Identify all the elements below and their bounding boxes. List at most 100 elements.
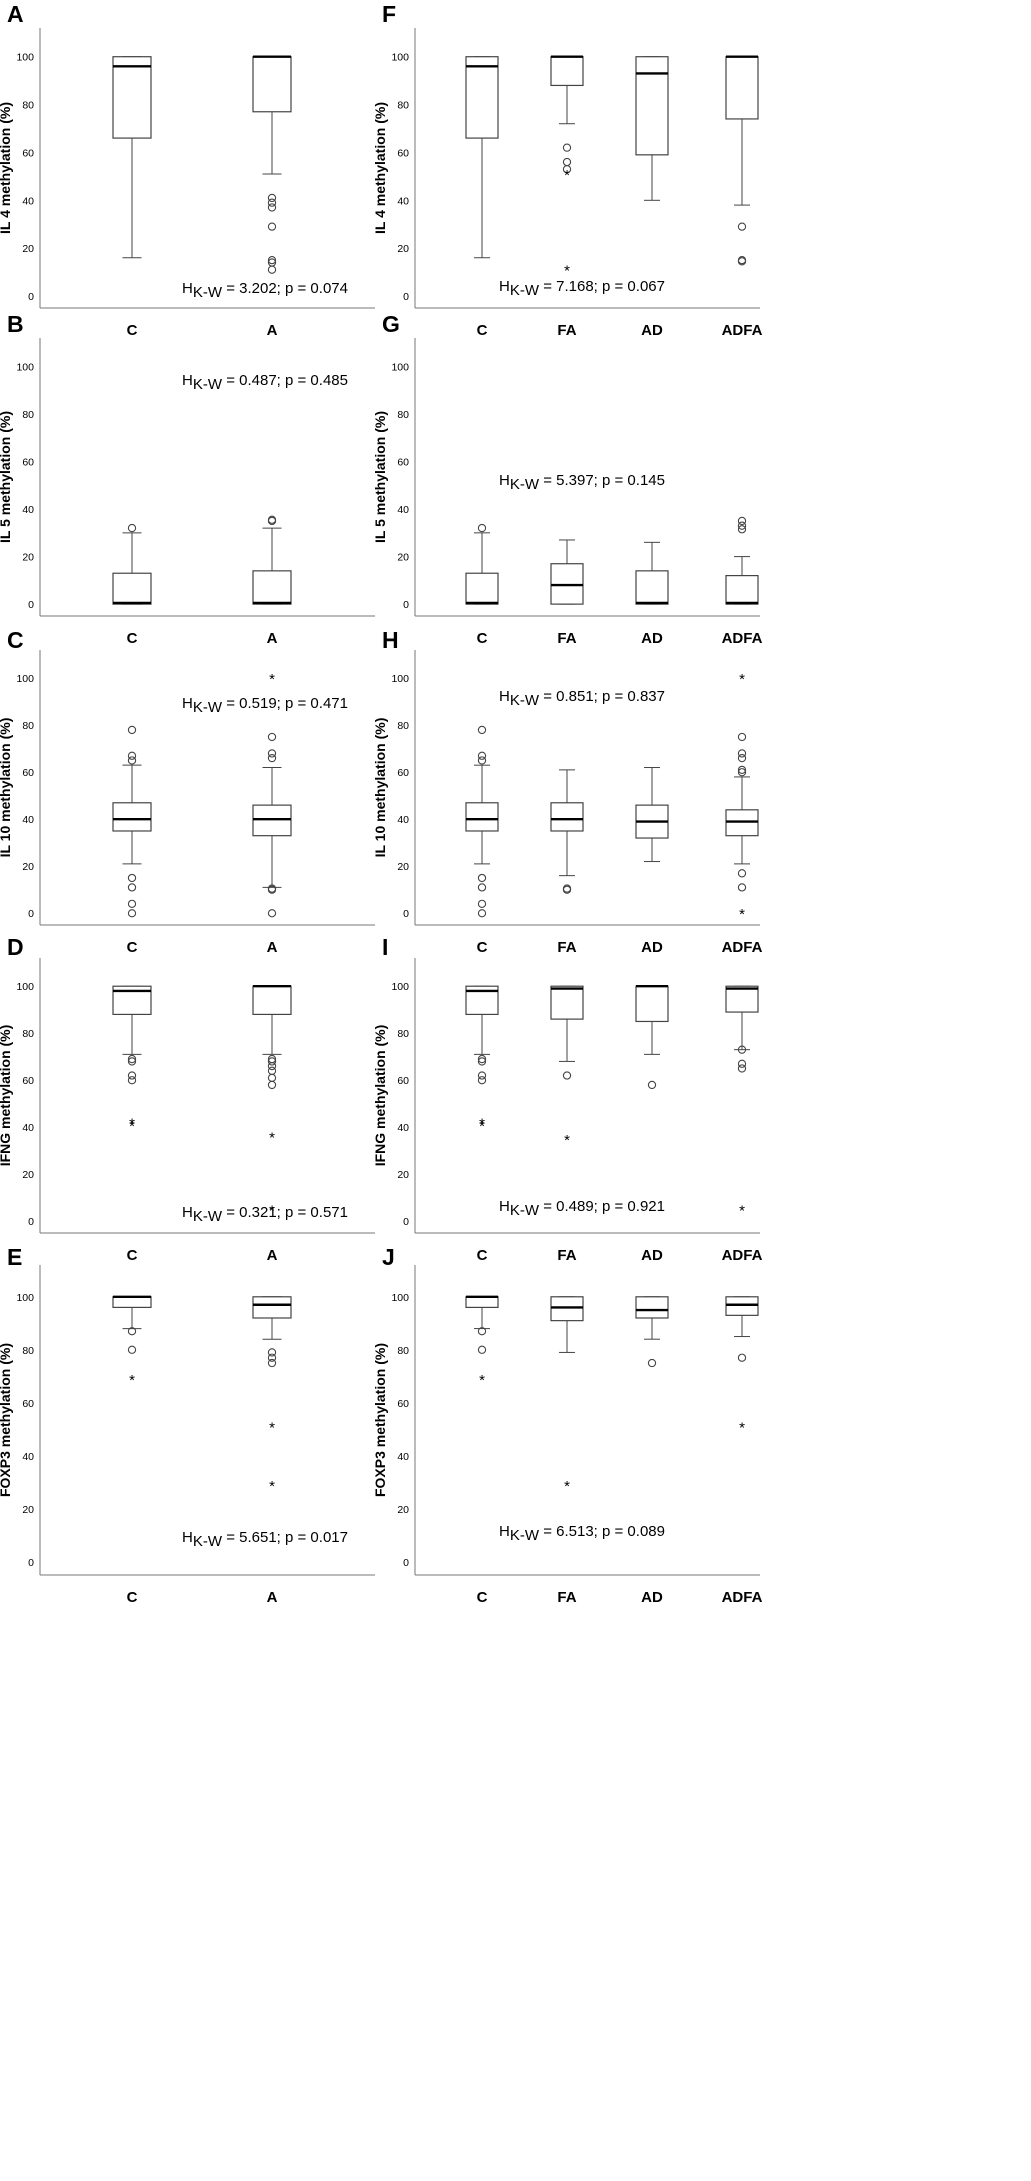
category-label: ADFA [722, 1589, 763, 1606]
category-label: C [477, 322, 488, 339]
extreme-point: * [479, 1118, 485, 1135]
stat-annotation: HK-W = 5.397; p = 0.145 [499, 472, 665, 493]
outlier-point [477, 1057, 487, 1066]
category-label: AD [641, 1589, 663, 1606]
y-tick-label: 80 [397, 1028, 409, 1040]
outlier-point [477, 1327, 487, 1336]
box-iqr [112, 1296, 152, 1308]
extreme-point: * [564, 1132, 570, 1149]
y-tick-label: 0 [28, 291, 34, 303]
category-label: A [267, 939, 278, 956]
y-tick-label: 0 [403, 908, 409, 920]
panel-letter: C [7, 627, 24, 653]
outlier-point [737, 869, 747, 878]
panel-c: C 0 20 40 60 80 100 IL 10 methylation (%) HK-W =… [0, 627, 375, 956]
outlier-point [267, 255, 277, 265]
extreme-point: * [269, 1202, 275, 1219]
extreme-point: * [129, 1372, 135, 1389]
extreme-point: * [564, 263, 570, 280]
y-tick-label: 80 [397, 409, 409, 421]
outlier-point [267, 1061, 277, 1071]
panel-letter: I [382, 934, 388, 960]
stat-annotation: HK-W = 0.519; p = 0.471 [182, 695, 348, 716]
outlier-point [267, 222, 277, 231]
y-tick-label: 40 [397, 504, 409, 516]
y-tick-label: 20 [397, 552, 409, 564]
outlier-point [477, 1054, 487, 1064]
panel-letter: J [382, 1244, 395, 1270]
box-iqr [725, 1296, 759, 1316]
y-tick-label: 100 [16, 1292, 34, 1304]
outlier-point [127, 899, 137, 908]
y-axis-label: FOXP3 methylation (%) [372, 1343, 388, 1497]
y-axis-label: FOXP3 methylation (%) [0, 1343, 13, 1497]
box-fa [550, 539, 584, 605]
outlier-point [477, 909, 487, 918]
box-ad [635, 56, 669, 201]
outlier-point [267, 749, 277, 758]
panel-f: F 0 20 40 60 80 100 IL 4 methylation (%) HK-W = … [372, 1, 763, 339]
stat-subscript: K-W [510, 282, 540, 299]
box-iqr [252, 1296, 292, 1319]
box-adfa: * [725, 985, 759, 1219]
outlier-point [127, 909, 137, 918]
y-tick-label: 100 [391, 362, 409, 374]
stat-values: = 5.397; p = 0.145 [539, 472, 665, 489]
box-iqr [635, 985, 669, 1023]
y-tick-label: 0 [403, 291, 409, 303]
category-label: ADFA [722, 1247, 763, 1264]
outlier-point [737, 1353, 747, 1362]
outlier-point [127, 1327, 137, 1336]
y-tick-label: 20 [22, 1504, 34, 1516]
stat-subscript: K-W [510, 1202, 540, 1219]
y-tick-label: 20 [22, 1169, 34, 1181]
outlier-point [477, 1071, 487, 1080]
extreme-point: * [269, 1478, 275, 1495]
box-iqr [635, 570, 669, 605]
outlier-point [737, 732, 747, 742]
outlier-point [477, 873, 487, 883]
extreme-point: * [479, 1116, 485, 1133]
box-iqr [465, 572, 499, 605]
box-iqr [252, 56, 292, 113]
y-tick-label: 60 [397, 1075, 409, 1087]
stat-values: = 0.851; p = 0.837 [539, 688, 665, 705]
box-iqr [725, 56, 759, 120]
y-tick-label: 40 [22, 504, 34, 516]
stat-annotation: HK-W = 0.487; p = 0.485 [182, 372, 348, 393]
stat-values: = 0.487; p = 0.485 [222, 372, 348, 389]
outlier-point [477, 899, 487, 908]
box-a [252, 55, 292, 274]
y-axis-label: IFNG methylation (%) [0, 1025, 13, 1167]
stat-prefix: H [499, 1198, 510, 1215]
outlier-point [737, 753, 747, 763]
outlier-point [737, 521, 747, 530]
outlier-point [267, 198, 277, 207]
y-tick-label: 80 [22, 720, 34, 732]
category-label: ADFA [722, 322, 763, 339]
y-tick-label: 60 [397, 457, 409, 469]
y-axis-label: IL 4 methylation (%) [0, 102, 13, 234]
y-tick-label: 40 [397, 814, 409, 826]
outlier-point [267, 1073, 277, 1083]
stat-prefix: H [182, 280, 193, 297]
y-tick-label: 80 [22, 409, 34, 421]
outlier-point [127, 725, 137, 735]
box-iqr [112, 56, 152, 139]
outlier-point [477, 751, 487, 760]
outlier-point [562, 157, 572, 167]
outlier-point [267, 909, 277, 918]
extreme-point: * [739, 906, 745, 923]
outlier-point [647, 1080, 657, 1090]
stat-prefix: H [182, 1529, 193, 1546]
box-c: ** [465, 985, 499, 1135]
outlier-point [477, 1345, 487, 1354]
outlier-point [127, 751, 137, 760]
box-c: * [465, 1295, 499, 1389]
outlier-point [737, 749, 747, 758]
y-tick-label: 0 [403, 599, 409, 611]
y-tick-label: 60 [22, 767, 34, 779]
outlier-point [127, 873, 137, 883]
outlier-point [267, 265, 277, 274]
